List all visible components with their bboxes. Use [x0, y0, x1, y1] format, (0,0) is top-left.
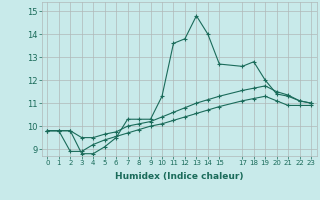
- X-axis label: Humidex (Indice chaleur): Humidex (Indice chaleur): [115, 172, 244, 181]
